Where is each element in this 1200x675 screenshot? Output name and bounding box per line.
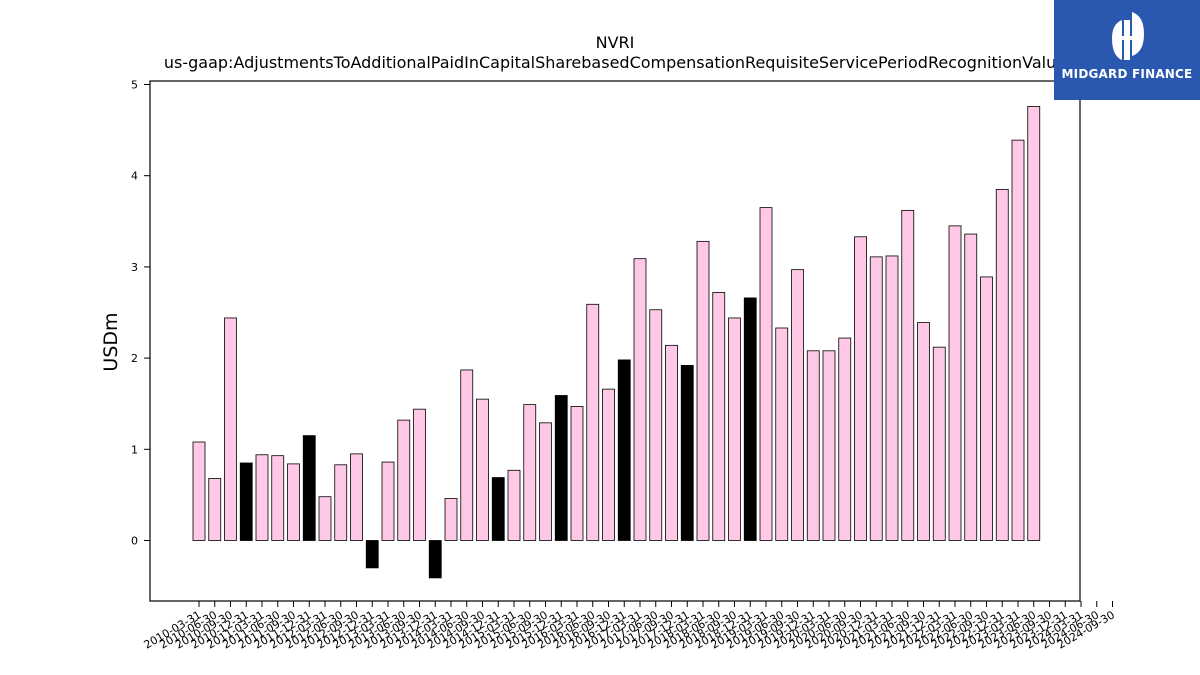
bar-2017-12-31 <box>680 364 694 541</box>
midgard-logo-icon <box>1112 12 1144 60</box>
brand-name: MIDGARD FINANCE <box>1061 67 1193 81</box>
bar-2017-09-30 <box>665 344 678 541</box>
bar-2020-09-30 <box>854 236 867 541</box>
y-tick-label: 5 <box>131 79 138 92</box>
y-tick-label: 2 <box>131 352 138 365</box>
bar-2019-03-31 <box>759 207 773 541</box>
bar-2015-03-31 <box>507 469 521 541</box>
bar-2010-03-31 <box>192 441 206 541</box>
bar-2023-06-30 <box>1027 105 1041 541</box>
bar-2012-12-31 <box>365 540 379 569</box>
bar-2018-03-31 <box>696 240 710 541</box>
bar-2021-12-31 <box>932 346 946 541</box>
bar-2010-09-30 <box>224 317 237 541</box>
bar-2023-03-31 <box>1011 139 1025 541</box>
y-tick-label: 4 <box>131 170 138 183</box>
bar-2016-06-30 <box>586 303 600 541</box>
bar-2021-06-30 <box>901 209 915 541</box>
bar-2022-12-31 <box>995 188 1009 541</box>
bar-2018-06-30 <box>712 292 726 541</box>
y-axis: 0 1 2 3 4 5 <box>131 79 150 548</box>
chart-title: NVRI <box>596 33 635 52</box>
y-tick-label: 0 <box>131 535 138 548</box>
bar-2022-09-30 <box>980 276 993 541</box>
bar-2019-12-31 <box>806 350 820 541</box>
y-tick-label: 1 <box>131 443 138 456</box>
bar-2012-09-30 <box>350 453 363 541</box>
bar-2020-03-31 <box>822 350 836 541</box>
bar-2015-06-30 <box>523 404 537 541</box>
bar-2012-06-30 <box>334 464 348 541</box>
bar-2015-09-30 <box>539 422 552 541</box>
plot-frame <box>149 80 1081 602</box>
bar-2017-06-30 <box>649 309 663 541</box>
bar-2013-06-30 <box>397 419 411 541</box>
bar-2010-12-31 <box>239 462 253 541</box>
bar-2022-06-30 <box>964 233 978 541</box>
y-axis-label: USDm <box>100 312 122 371</box>
bar-2011-12-31 <box>302 435 316 541</box>
bar-2010-06-30 <box>208 478 222 541</box>
bar-2020-06-30 <box>838 337 852 541</box>
bar-2014-03-31 <box>444 498 458 541</box>
bar-2019-06-30 <box>775 327 789 541</box>
bar-2013-09-30 <box>413 408 426 541</box>
bars-group <box>192 105 1041 579</box>
y-tick-label: 3 <box>131 261 138 274</box>
bar-2012-03-31 <box>318 496 332 541</box>
bar-2016-09-30 <box>602 388 615 541</box>
bar-2016-12-31 <box>617 359 631 541</box>
bar-2018-09-30 <box>728 317 741 541</box>
bar-2013-12-31 <box>428 540 442 579</box>
bar-2017-03-31 <box>633 258 647 541</box>
bar-2014-09-30 <box>476 398 489 541</box>
bar-2011-03-31 <box>255 454 269 541</box>
bar-2014-06-30 <box>460 369 474 541</box>
bar-2011-06-30 <box>271 455 285 541</box>
bar-2018-12-31 <box>743 297 757 541</box>
bar-2021-09-30 <box>917 322 930 541</box>
bar-2021-03-31 <box>885 255 899 541</box>
x-axis: 2010-03-312010-06-302010-09-302010-12-31… <box>142 601 1117 652</box>
bar-2014-12-31 <box>491 477 505 541</box>
bar-2013-03-31 <box>381 461 395 541</box>
chart-subtitle: us-gaap:AdjustmentsToAdditionalPaidInCap… <box>164 53 1066 72</box>
brand-logo: MIDGARD FINANCE <box>1054 0 1200 100</box>
bar-2011-09-30 <box>287 463 300 541</box>
bar-2022-03-31 <box>948 225 962 541</box>
bar-2019-09-30 <box>791 269 804 541</box>
bar-2020-12-31 <box>869 256 883 541</box>
bar-2015-12-31 <box>554 395 568 541</box>
bar-2016-03-31 <box>570 406 584 541</box>
